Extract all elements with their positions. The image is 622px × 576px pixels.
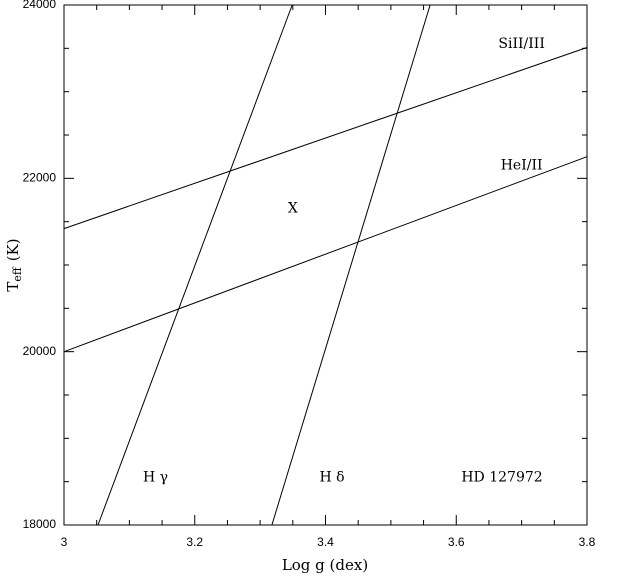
series-line bbox=[63, 156, 588, 353]
x-axis-label: Log g (dex) bbox=[282, 556, 368, 574]
y-tick-label: 22000 bbox=[23, 171, 57, 185]
annotation: HD 127972 bbox=[461, 469, 542, 485]
series-line bbox=[271, 4, 431, 526]
annotation: X bbox=[288, 201, 298, 217]
y-axis-label: Teff (K) bbox=[4, 238, 24, 291]
annotation: HeI/II bbox=[501, 157, 543, 173]
annotation: SiII/III bbox=[498, 36, 544, 52]
y-label-rest: (K) bbox=[4, 238, 22, 261]
y-tick-label: 24000 bbox=[23, 0, 57, 11]
plot-frame bbox=[63, 4, 588, 526]
y-tick-label: 18000 bbox=[23, 517, 57, 531]
x-tick-label: 3.4 bbox=[317, 535, 334, 549]
annotation: H γ bbox=[143, 469, 168, 485]
y-label-sub: eff bbox=[11, 266, 24, 282]
y-label-main: T bbox=[4, 282, 22, 292]
y-tick-label: 20000 bbox=[23, 344, 57, 358]
x-tick-label: 3.8 bbox=[579, 535, 596, 549]
x-tick-label: 3.6 bbox=[448, 535, 465, 549]
annotation: H δ bbox=[319, 469, 344, 485]
series-line bbox=[63, 46, 588, 230]
x-tick-label: 3.2 bbox=[186, 535, 203, 549]
x-tick-label: 3 bbox=[61, 535, 68, 549]
series-line bbox=[97, 4, 293, 526]
